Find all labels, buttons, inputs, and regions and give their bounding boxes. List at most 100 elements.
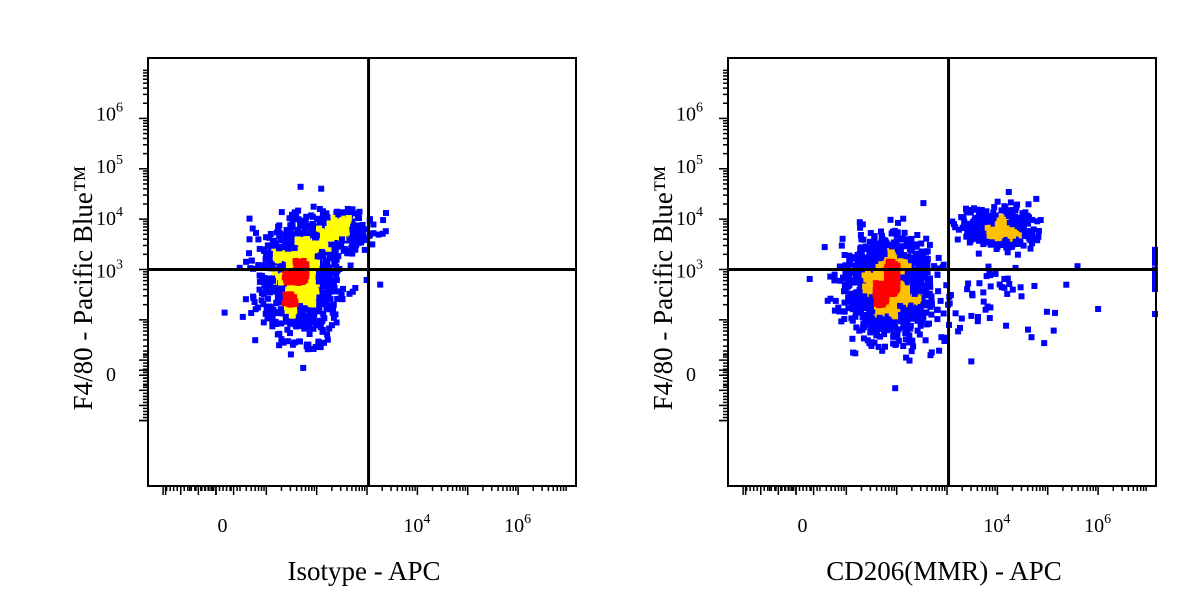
event-dot xyxy=(1033,195,1040,202)
event-dot xyxy=(993,246,1000,252)
event-dot xyxy=(383,210,389,216)
event-dot xyxy=(261,262,268,269)
event-dot xyxy=(299,273,305,280)
event-dot xyxy=(294,236,301,243)
event-dot xyxy=(248,310,255,316)
event-dot xyxy=(914,232,921,238)
event-dot xyxy=(305,341,312,348)
event-dot xyxy=(974,206,981,213)
event-dot xyxy=(294,263,301,270)
event-dot xyxy=(253,229,259,236)
event-dot xyxy=(1005,189,1012,195)
event-dot xyxy=(973,217,980,224)
event-dot xyxy=(871,339,878,346)
event-dot xyxy=(892,313,899,320)
event-dot xyxy=(916,272,923,279)
event-dot xyxy=(908,348,915,355)
event-dot xyxy=(1028,334,1035,341)
event-dot xyxy=(901,229,908,236)
event-dot xyxy=(903,239,910,246)
event-dot xyxy=(916,264,923,271)
event-dot xyxy=(849,317,856,324)
event-dot xyxy=(862,287,869,294)
event-dot xyxy=(1001,276,1008,282)
event-dot xyxy=(319,264,325,271)
plot-isotype: 0 104 106 0 103 104 105 106 Isotype - AP… xyxy=(68,57,577,586)
event-dot xyxy=(860,279,867,286)
x-axis-label: CD206(MMR) - APC xyxy=(826,556,1062,586)
event-dot xyxy=(985,263,992,270)
event-dot xyxy=(269,310,276,317)
event-dot xyxy=(287,330,293,337)
event-dot xyxy=(868,278,875,285)
event-dot xyxy=(1063,281,1070,288)
event-dot xyxy=(884,313,891,320)
event-dot xyxy=(305,241,312,248)
event-dot xyxy=(919,295,926,302)
event-dot xyxy=(325,292,332,299)
event-dot xyxy=(375,231,382,238)
event-dot xyxy=(377,281,384,288)
event-dot xyxy=(866,245,873,252)
event-dot xyxy=(908,235,915,242)
event-dot xyxy=(316,268,322,275)
event-dot xyxy=(339,209,346,216)
event-dot xyxy=(312,344,319,350)
event-dot xyxy=(999,236,1006,243)
event-dot xyxy=(991,226,998,233)
event-dot xyxy=(902,298,909,305)
event-dot xyxy=(270,277,276,284)
event-dot xyxy=(898,268,905,275)
event-dot xyxy=(284,338,291,345)
event-dot xyxy=(299,277,306,284)
x-tick-label: 106 xyxy=(1084,512,1111,537)
event-dot xyxy=(876,255,883,262)
event-dot xyxy=(981,225,988,232)
event-dot xyxy=(871,234,878,241)
y-tick-label: 105 xyxy=(676,153,703,178)
event-dot xyxy=(873,283,880,290)
event-dot xyxy=(262,256,269,263)
event-dot xyxy=(330,314,337,321)
event-dot xyxy=(832,297,839,304)
event-dot xyxy=(906,306,913,313)
event-dot xyxy=(1095,306,1102,312)
event-dot xyxy=(1022,218,1029,225)
event-dot xyxy=(314,253,321,260)
event-dot xyxy=(320,208,326,215)
event-dot xyxy=(349,288,356,295)
event-dot xyxy=(274,309,281,315)
event-dot xyxy=(356,208,363,215)
event-dot xyxy=(905,253,912,260)
event-dot xyxy=(320,311,327,317)
event-dot xyxy=(838,242,845,249)
event-dot xyxy=(278,209,285,216)
event-dot xyxy=(862,283,869,290)
event-dot xyxy=(261,246,268,253)
event-dot xyxy=(890,271,897,278)
y-axis-label: F4/80 - Pacific Blue™ xyxy=(68,166,98,411)
event-dot xyxy=(863,312,870,319)
event-dot xyxy=(972,230,979,237)
event-dot xyxy=(891,317,898,324)
event-dot xyxy=(311,311,318,318)
event-dot xyxy=(877,309,884,316)
event-dot xyxy=(317,344,324,351)
event-dot xyxy=(862,260,869,266)
event-dot xyxy=(300,321,307,327)
event-dot xyxy=(961,218,968,225)
event-dot xyxy=(272,318,279,325)
event-dot xyxy=(838,318,845,325)
event-dot xyxy=(916,259,923,266)
event-dot xyxy=(858,244,865,251)
event-dot xyxy=(323,268,330,275)
event-dot xyxy=(307,310,313,317)
event-dot xyxy=(1007,232,1014,239)
event-dot xyxy=(863,276,870,283)
event-dot xyxy=(254,304,261,311)
event-dot xyxy=(867,238,873,245)
event-dot xyxy=(351,234,358,241)
event-dot xyxy=(248,257,255,264)
event-dot xyxy=(927,303,934,310)
event-dot xyxy=(1012,236,1019,243)
